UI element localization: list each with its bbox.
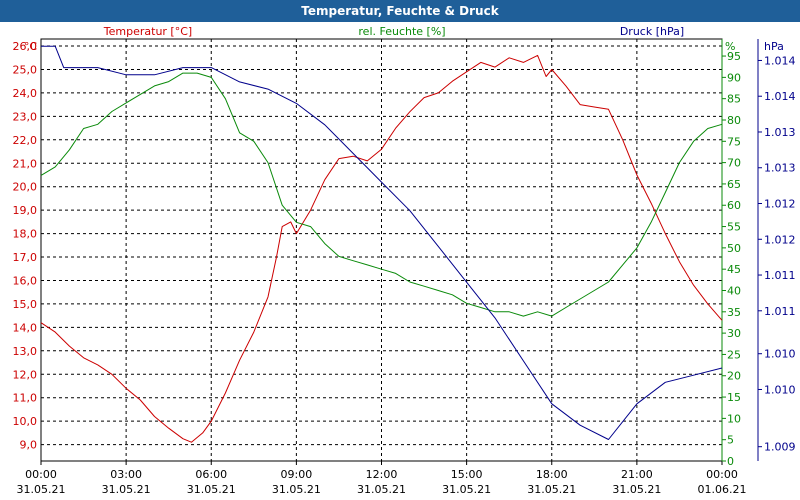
chart: 00:00 31.05.21 03:00 31.05.21 06:00 31.05.21 0… [13, 25, 796, 496]
x-tick-time: 00:00 [706, 468, 738, 481]
x-tick-time: 09:00 [281, 468, 313, 481]
temperature-tick-label: 13,0 [13, 345, 38, 358]
humidity-tick-label: 40 [727, 284, 741, 297]
humidity-tick-label: 35 [727, 306, 741, 319]
humidity-tick-label: 45 [727, 263, 741, 276]
pressure-tick-label: 1.013 [764, 162, 796, 175]
x-tick-date: 31.05.21 [102, 483, 151, 496]
temperature-tick-label: 25,0 [13, 63, 38, 76]
humidity-unit: % [725, 40, 735, 53]
humidity-tick-label: 5 [727, 434, 734, 447]
pressure-tick-label: 1.010 [764, 383, 796, 396]
x-tick-date: 31.05.21 [187, 483, 236, 496]
pressure-axis-label: Druck [hPa] [620, 25, 684, 38]
humidity-tick-label: 55 [727, 221, 741, 234]
temperature-tick-label: 15,0 [13, 298, 38, 311]
pressure-tick-label: 1.011 [764, 269, 796, 282]
humidity-tick-label: 75 [727, 135, 741, 148]
humidity-tick-label: 95 [727, 50, 741, 63]
humidity-line [40, 72, 723, 317]
pressure-tick-label: 1.012 [764, 233, 796, 246]
humidity-axis-label: rel. Feuchte [%] [358, 25, 445, 38]
temperature-tick-label: 18,0 [13, 228, 38, 241]
humidity-tick-label: 90 [727, 71, 741, 84]
temperature-tick-label: 24,0 [13, 87, 38, 100]
x-tick-date: 31.05.21 [17, 483, 66, 496]
pressure-tick-label: 1.013 [764, 126, 796, 139]
temperature-tick-label: 20,0 [13, 181, 38, 194]
temperature-tick-label: 23,0 [13, 110, 38, 123]
x-tick-date: 31.05.21 [612, 483, 661, 496]
x-tick-date: 01.06.21 [698, 483, 747, 496]
temperature-tick-label: 26,0 [13, 40, 38, 53]
pressure-unit: hPa [764, 40, 784, 53]
temperature-tick-label: 14,0 [13, 321, 38, 334]
x-tick-time: 06:00 [195, 468, 227, 481]
x-tick-time: 21:00 [621, 468, 653, 481]
pressure-tick-label: 1.014 [764, 90, 796, 103]
x-tick-date: 31.05.21 [442, 483, 491, 496]
window-title: Temperatur, Feuchte & Druck [0, 0, 800, 22]
humidity-tick-label: 25 [727, 348, 741, 361]
temperature-axis-label: Temperatur [°C] [103, 25, 192, 38]
pressure-tick-label: 1.012 [764, 198, 796, 211]
temperature-tick-label: 19,0 [13, 204, 38, 217]
temperature-tick-label: 10,0 [13, 415, 38, 428]
pressure-tick-label: 1.014 [764, 54, 796, 67]
x-tick-time: 03:00 [110, 468, 142, 481]
humidity-tick-label: 85 [727, 93, 741, 106]
temperature-tick-label: 12,0 [13, 368, 38, 381]
humidity-tick-label: 70 [727, 157, 741, 170]
temperature-tick-label: 17,0 [13, 251, 38, 264]
temperature-tick-label: 21,0 [13, 157, 38, 170]
x-tick-date: 31.05.21 [527, 483, 576, 496]
temperature-tick-label: 9,0 [20, 439, 38, 452]
temperature-tick-label: 22,0 [13, 134, 38, 147]
pressure-tick-label: 1.011 [764, 305, 796, 318]
temperature-line [40, 54, 723, 443]
humidity-tick-label: 15 [727, 391, 741, 404]
temperature-tick-label: 11,0 [13, 392, 38, 405]
humidity-tick-label: 10 [727, 412, 741, 425]
humidity-tick-label: 30 [727, 327, 741, 340]
x-tick-time: 12:00 [366, 468, 398, 481]
x-tick-time: 00:00 [25, 468, 57, 481]
pressure-tick-label: 1.009 [764, 441, 796, 454]
humidity-tick-label: 65 [727, 178, 741, 191]
pressure-tick-label: 1.010 [764, 348, 796, 361]
humidity-tick-label: 0 [727, 455, 734, 468]
x-tick-time: 18:00 [536, 468, 568, 481]
humidity-tick-label: 60 [727, 199, 741, 212]
temperature-tick-label: 16,0 [13, 274, 38, 287]
temperature-unit: °C [24, 40, 38, 53]
x-tick-date: 31.05.21 [272, 483, 321, 496]
humidity-tick-label: 50 [727, 242, 741, 255]
x-tick-time: 15:00 [451, 468, 483, 481]
pressure-line [41, 45, 723, 440]
humidity-tick-label: 80 [727, 114, 741, 127]
x-tick-date: 31.05.21 [357, 483, 406, 496]
humidity-tick-label: 20 [727, 370, 741, 383]
